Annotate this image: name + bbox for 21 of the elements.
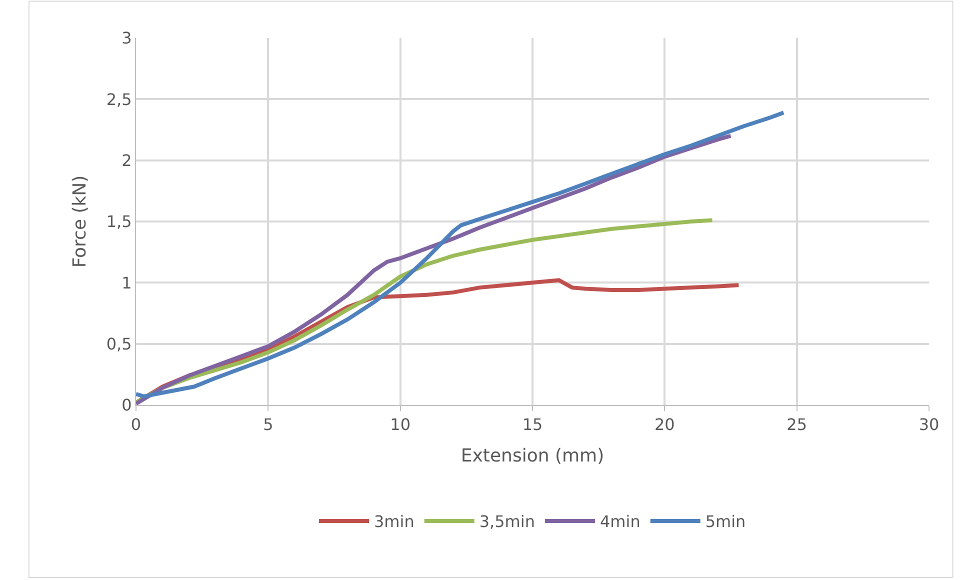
y-tick-label: 0,5: [106, 334, 132, 354]
y-tick-label: 2: [122, 150, 132, 170]
legend-label: 3,5min: [479, 512, 535, 532]
y-tick-label: 2,5: [106, 90, 132, 109]
line-series: [136, 110, 786, 398]
x-tick-label: 25: [786, 415, 808, 434]
x-tick-label: 5: [263, 415, 274, 434]
y-axis-title: Force (kN): [70, 175, 91, 268]
legend-label: 4min: [600, 512, 640, 532]
line-series: [136, 134, 733, 405]
y-tick-label: 1: [122, 273, 132, 292]
x-tick-label: 15: [522, 415, 543, 434]
y-tick-label: 0: [122, 396, 132, 415]
x-tick-label: 10: [390, 415, 411, 434]
x-axis-title: Extension (mm): [460, 445, 604, 466]
y-tick-label: 3: [122, 28, 132, 48]
x-tick-label: 30: [918, 415, 940, 434]
legend-label: 3min: [374, 512, 414, 532]
x-tick-label: 20: [654, 415, 675, 434]
legend-label: 5min: [705, 512, 746, 532]
y-tick-label: 1,5: [106, 212, 132, 232]
